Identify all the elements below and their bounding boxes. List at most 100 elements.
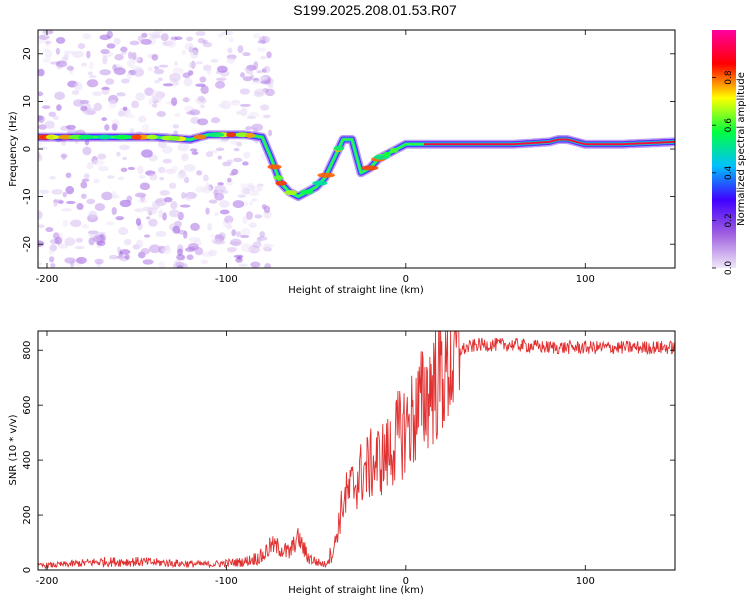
noise-blob xyxy=(156,111,166,117)
noise-blob xyxy=(83,109,96,116)
noise-blob xyxy=(61,208,73,212)
noise-blob xyxy=(166,39,176,48)
noise-blob xyxy=(242,215,248,225)
snr-panel: -200 -100 0 100 0 200 400 600 800 Height of str… xyxy=(8,330,676,596)
noise-blob xyxy=(61,140,67,146)
colorbar: 0.0 0.2 0.4 0.6 0.8 Normalized spectral ampl… xyxy=(712,30,747,275)
noise-blob xyxy=(172,225,181,234)
noise-blob xyxy=(260,55,267,60)
noise-blob xyxy=(108,254,118,260)
noise-blob xyxy=(209,234,216,238)
noise-blob xyxy=(172,67,184,75)
ridge-spot xyxy=(361,165,379,171)
noise-blob xyxy=(66,65,75,71)
noise-blob xyxy=(105,221,115,226)
ridge-spot xyxy=(193,134,207,140)
noise-blob xyxy=(149,173,158,181)
noise-blob xyxy=(181,50,186,55)
noise-blob xyxy=(246,70,253,75)
ridge-spot xyxy=(275,180,287,186)
noise-blob xyxy=(80,105,88,112)
ridge-spot xyxy=(284,190,298,196)
snr-x-tick-label: 100 xyxy=(576,576,595,587)
colorbar-tick-label: 0.8 xyxy=(724,70,734,85)
snr-x-tick-label: -200 xyxy=(36,576,59,587)
noise-blob xyxy=(118,227,129,236)
colorbar-tick-label: 0.0 xyxy=(724,261,734,276)
noise-blob xyxy=(230,238,242,247)
noise-blob xyxy=(48,111,57,118)
ridge-spot xyxy=(333,145,345,151)
noise-blob xyxy=(256,236,262,243)
noise-blob xyxy=(53,199,64,203)
noise-blob xyxy=(183,164,196,172)
noise-blob xyxy=(41,105,51,110)
noise-blob xyxy=(187,243,199,250)
noise-blob xyxy=(74,82,83,91)
noise-blob xyxy=(195,83,206,87)
noise-blob xyxy=(179,204,191,208)
noise-blob xyxy=(50,263,56,268)
noise-blob xyxy=(88,210,98,220)
noise-blob xyxy=(240,243,253,253)
noise-blob xyxy=(71,90,79,95)
noise-blob xyxy=(114,53,124,61)
noise-blob xyxy=(122,106,128,111)
spectrogram-noise-blobs xyxy=(38,30,275,268)
noise-blob xyxy=(240,186,245,196)
noise-blob xyxy=(138,175,146,179)
noise-blob xyxy=(111,190,117,198)
noise-blob xyxy=(158,64,169,68)
noise-blob xyxy=(139,182,151,191)
noise-blob xyxy=(227,247,237,253)
ridge-spot xyxy=(382,151,391,157)
noise-blob xyxy=(195,31,206,37)
colorbar-tick-label: 0.4 xyxy=(724,165,734,180)
spectrogram-frame xyxy=(37,29,676,269)
noise-blob xyxy=(239,103,252,107)
spectrogram-x-ticks: -200 -100 0 100 xyxy=(36,30,595,285)
noise-blob xyxy=(182,72,191,79)
noise-blob xyxy=(228,36,234,43)
noise-blob xyxy=(181,97,191,103)
noise-blob xyxy=(43,57,52,63)
noise-blob xyxy=(248,111,259,118)
noise-blob xyxy=(153,68,165,75)
noise-blob xyxy=(259,104,270,111)
ridge-spot xyxy=(389,147,399,153)
colorbar-ticks: 0.0 0.2 0.4 0.6 0.8 xyxy=(712,70,734,275)
spectrogram-xlabel: Height of straight line (km) xyxy=(288,285,424,296)
noise-blob xyxy=(137,199,148,204)
noise-blob xyxy=(126,72,132,80)
noise-blob xyxy=(113,67,126,76)
noise-blob xyxy=(129,40,140,46)
noise-blob xyxy=(214,192,225,201)
noise-blob xyxy=(135,92,145,101)
noise-blob xyxy=(81,193,87,199)
noise-blob xyxy=(149,244,161,254)
noise-blob xyxy=(186,36,194,42)
noise-blob xyxy=(218,200,230,208)
noise-blob xyxy=(162,246,172,255)
noise-blob xyxy=(70,219,82,228)
noise-blob xyxy=(80,181,88,189)
noise-blob xyxy=(251,80,262,85)
noise-blob xyxy=(195,61,204,65)
spectrogram-x-tick-label: 0 xyxy=(403,274,409,285)
noise-blob xyxy=(256,69,264,74)
noise-blob xyxy=(89,74,97,79)
noise-blob xyxy=(185,195,192,202)
noise-blob xyxy=(121,78,130,84)
noise-blob xyxy=(148,97,154,106)
noise-blob xyxy=(124,254,130,260)
noise-blob xyxy=(101,117,107,122)
noise-blob xyxy=(38,142,43,146)
ridge-spot xyxy=(245,133,256,139)
noise-blob xyxy=(226,57,235,64)
noise-blob xyxy=(89,61,94,70)
noise-blob xyxy=(236,231,241,238)
noise-blob xyxy=(170,201,178,210)
noise-blob xyxy=(80,62,88,67)
noise-blob xyxy=(126,59,136,68)
noise-blob xyxy=(99,69,112,76)
